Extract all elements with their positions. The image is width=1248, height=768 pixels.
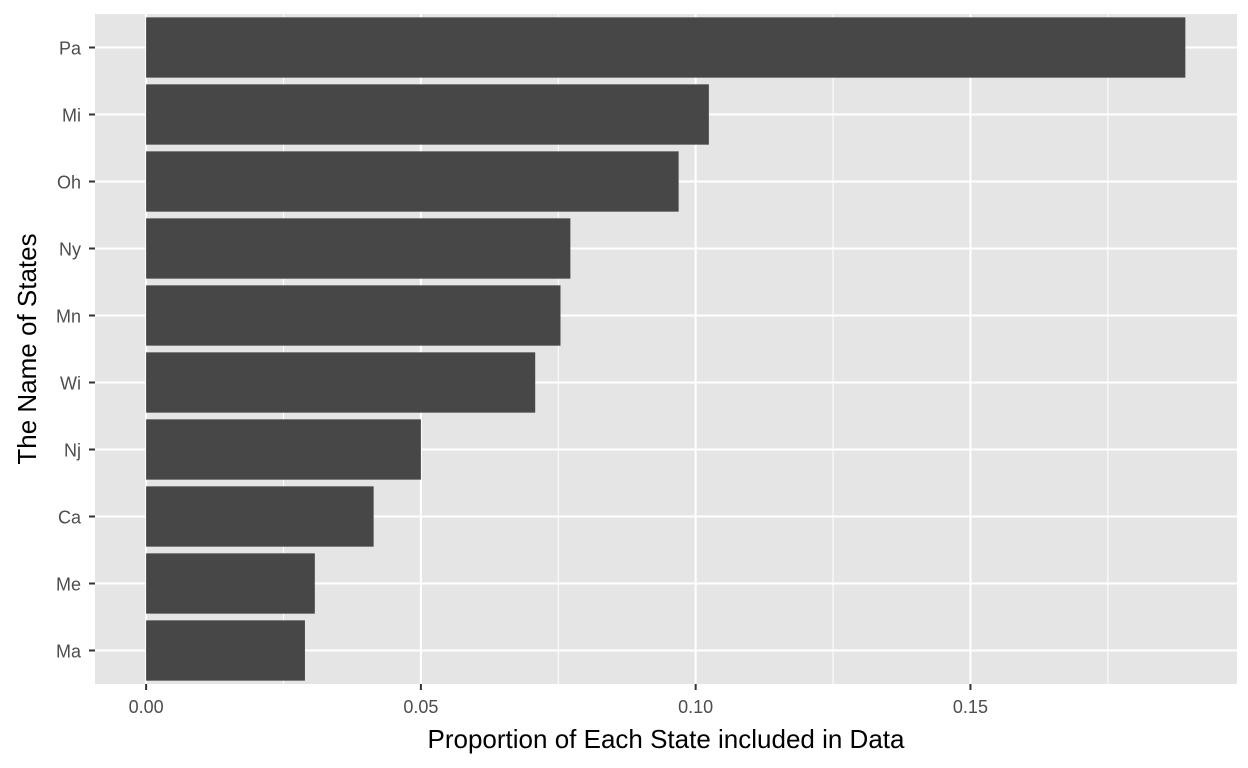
x-tick-label: 0.00 xyxy=(129,697,164,717)
bar-nj xyxy=(146,419,421,480)
y-tick-label: Mn xyxy=(56,307,81,327)
y-axis-title: The Name of States xyxy=(12,233,42,464)
x-tick-label: 0.10 xyxy=(678,697,713,717)
x-axis: 0.00 0.05 0.10 0.15 xyxy=(129,684,988,717)
x-axis-title: Proportion of Each State included in Dat… xyxy=(428,724,906,754)
y-tick-label: Oh xyxy=(57,173,81,193)
bar-pa xyxy=(146,17,1186,78)
y-tick-label: Ny xyxy=(59,240,81,260)
bars xyxy=(146,17,1186,681)
bar-ma xyxy=(146,620,305,681)
bar-oh xyxy=(146,151,679,212)
x-tick-label: 0.05 xyxy=(403,697,438,717)
bar-wi xyxy=(146,352,536,413)
y-tick-label: Nj xyxy=(64,441,81,461)
x-tick-label: 0.15 xyxy=(953,697,988,717)
bar-ny xyxy=(146,218,571,279)
y-tick-label: Ma xyxy=(56,642,82,662)
y-axis: Pa Mi Oh Ny Mn Wi Nj Ca Me Ma xyxy=(56,39,95,662)
y-tick-label: Wi xyxy=(60,374,81,394)
y-tick-label: Ca xyxy=(58,508,82,528)
bar-me xyxy=(146,553,315,614)
y-tick-label: Mi xyxy=(62,106,81,126)
bar-mn xyxy=(146,285,561,346)
y-tick-label: Me xyxy=(56,575,81,595)
bar-ca xyxy=(146,486,374,547)
bar-mi xyxy=(146,84,709,145)
y-tick-label: Pa xyxy=(59,39,82,59)
